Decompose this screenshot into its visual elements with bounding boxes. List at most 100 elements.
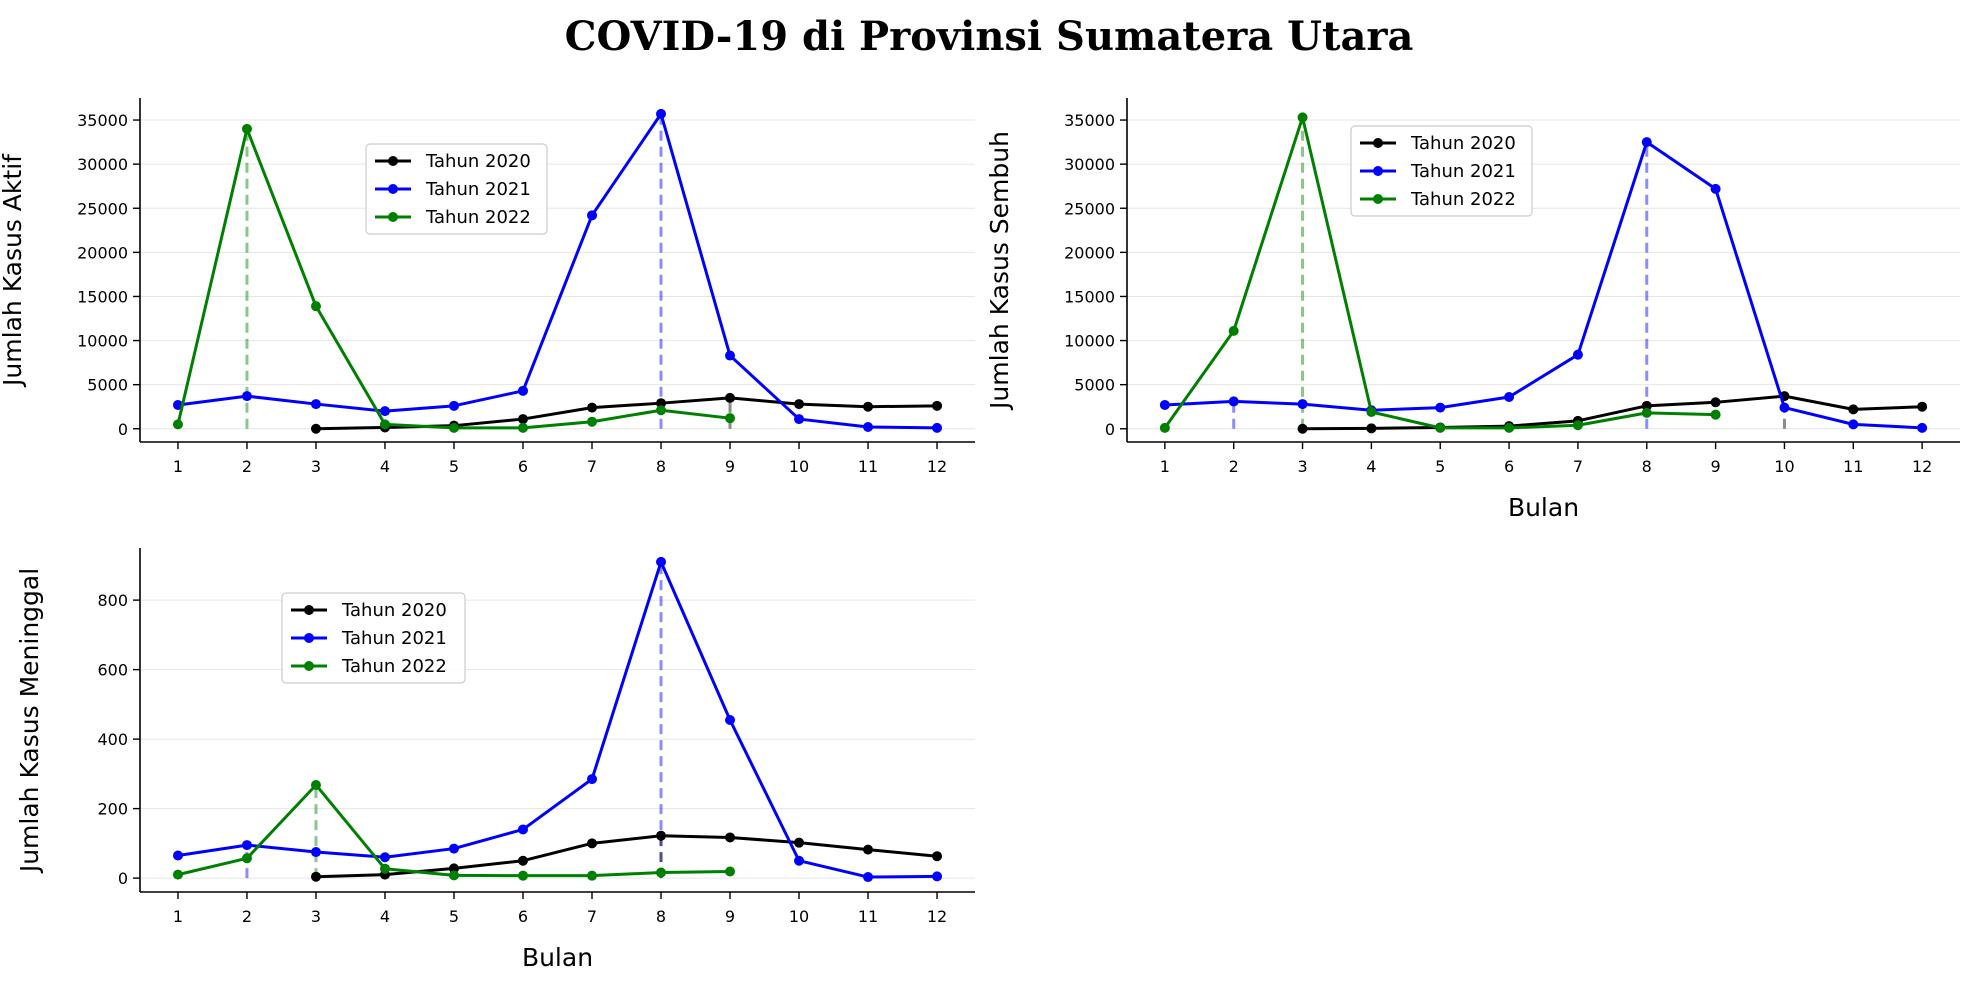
x-tick-label: 5 <box>449 457 459 476</box>
legend-label: Tahun 2020 <box>1410 133 1516 154</box>
data-point <box>1641 400 1652 411</box>
y-tick-label: 5000 <box>87 376 128 395</box>
x-tick-label: 12 <box>1912 457 1932 476</box>
subplot-1: 1 2 3 4 5 6 7 8 9 10 11 120500010000150002000025000… <box>0 98 975 476</box>
y-tick-label: 20000 <box>1064 243 1115 262</box>
series-line <box>1164 140 1923 430</box>
data-point <box>241 123 252 134</box>
x-tick-label: 10 <box>789 457 809 476</box>
series-line <box>177 783 731 878</box>
legend-frame <box>365 143 548 235</box>
y-tick-label: 600 <box>97 661 128 680</box>
x-tick-label: 6 <box>1504 457 1514 476</box>
x-tick-label: 6 <box>518 907 528 926</box>
data-point <box>1848 419 1859 430</box>
x-tick-label: 3 <box>311 907 321 926</box>
x-axis-label: Bulan <box>522 943 593 972</box>
legend-swatch-marker <box>304 633 314 643</box>
data-point <box>587 774 598 785</box>
data-point <box>863 401 874 412</box>
subplot-2: 1 2 3 4 5 6 7 8 9 10 11 120500010000150002000025000… <box>985 98 1960 522</box>
x-tick-label: 8 <box>1642 457 1652 476</box>
x-tick-label: 11 <box>858 457 878 476</box>
y-tick-label: 400 <box>97 730 128 749</box>
data-point <box>241 840 252 851</box>
data-point <box>1710 409 1721 420</box>
data-point <box>379 863 390 874</box>
figure-title: COVID-19 di Provinsi Sumatera Utara <box>565 13 1414 60</box>
data-point <box>587 402 598 413</box>
y-axis-label: Jumlah Kasus Meninggal <box>15 568 44 874</box>
x-tick-label: 2 <box>242 907 252 926</box>
data-point <box>1641 137 1652 148</box>
data-point <box>932 400 943 411</box>
data-point <box>241 391 252 402</box>
data-point <box>1228 396 1239 407</box>
data-point <box>794 399 805 410</box>
data-point <box>172 869 183 880</box>
data-point <box>379 406 390 417</box>
x-tick-label: 8 <box>656 457 666 476</box>
series-line <box>177 560 938 879</box>
legend-swatch-marker <box>1373 194 1383 204</box>
y-tick-label: 25000 <box>1064 199 1115 218</box>
legend: Tahun 2020 Tahun 2021 Tahun 2022 <box>1350 125 1533 217</box>
legend-label: Tahun 2021 <box>341 628 447 649</box>
x-tick-label: 7 <box>1573 457 1583 476</box>
legend-label: Tahun 2022 <box>1410 189 1516 210</box>
data-point <box>794 855 805 866</box>
data-point <box>172 419 183 430</box>
x-tick-label: 4 <box>1366 457 1376 476</box>
data-point <box>725 350 736 361</box>
y-tick-label: 25000 <box>77 199 128 218</box>
x-tick-label: 12 <box>927 457 947 476</box>
data-point <box>725 866 736 877</box>
data-point <box>1366 423 1377 434</box>
legend-swatch-marker <box>304 605 314 615</box>
data-point <box>448 863 459 874</box>
data-point <box>932 851 943 862</box>
x-tick-label: 7 <box>587 457 597 476</box>
data-point <box>1504 422 1515 433</box>
data-point <box>1297 423 1308 434</box>
y-axis-label: Jumlah Kasus Aktif <box>0 153 27 388</box>
x-tick-label: 1 <box>173 457 183 476</box>
data-point <box>725 832 736 843</box>
x-tick-label: 7 <box>587 907 597 926</box>
y-tick-label: 15000 <box>1064 287 1115 306</box>
x-tick-label: 9 <box>725 907 735 926</box>
data-point <box>1572 349 1583 360</box>
data-point <box>517 855 528 866</box>
series-line <box>177 112 938 430</box>
x-tick-label: 10 <box>789 907 809 926</box>
data-point <box>448 870 459 881</box>
y-tick-label: 0 <box>118 869 128 888</box>
data-point <box>794 837 805 848</box>
x-tick-label: 10 <box>1774 457 1794 476</box>
data-point <box>725 413 736 424</box>
legend-swatch-marker <box>1373 138 1383 148</box>
data-point <box>379 419 390 430</box>
y-tick-label: 5000 <box>1074 376 1115 395</box>
data-point <box>1572 420 1583 431</box>
data-point <box>448 843 459 854</box>
legend: Tahun 2020 Tahun 2021 Tahun 2022 <box>365 143 548 235</box>
data-point <box>794 414 805 425</box>
y-tick-label: 800 <box>97 591 128 610</box>
data-point <box>587 210 598 221</box>
legend-label: Tahun 2022 <box>425 207 531 228</box>
x-tick-label: 8 <box>656 907 666 926</box>
x-axis-label: Bulan <box>1508 493 1579 522</box>
data-point <box>310 423 321 434</box>
x-tick-label: 4 <box>380 457 390 476</box>
legend-frame <box>1350 125 1533 217</box>
data-point <box>656 867 667 878</box>
data-point <box>1917 401 1928 412</box>
x-tick-label: 11 <box>858 907 878 926</box>
y-tick-label: 30000 <box>1064 155 1115 174</box>
data-point <box>310 871 321 882</box>
data-point <box>1848 404 1859 415</box>
data-point <box>656 556 667 567</box>
data-point <box>1435 422 1446 433</box>
data-point <box>1366 407 1377 418</box>
